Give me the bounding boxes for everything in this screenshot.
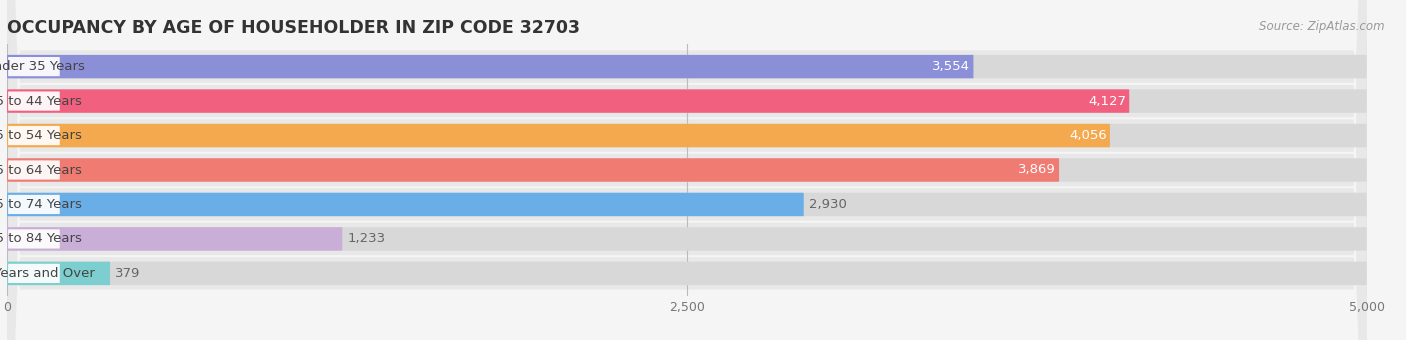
FancyBboxPatch shape xyxy=(7,0,1367,340)
Text: 55 to 64 Years: 55 to 64 Years xyxy=(0,164,82,176)
FancyBboxPatch shape xyxy=(7,55,973,78)
FancyBboxPatch shape xyxy=(7,89,1367,113)
FancyBboxPatch shape xyxy=(7,55,1367,78)
FancyBboxPatch shape xyxy=(8,126,60,145)
Text: 3,869: 3,869 xyxy=(1018,164,1056,176)
FancyBboxPatch shape xyxy=(8,57,60,76)
FancyBboxPatch shape xyxy=(7,0,1367,340)
FancyBboxPatch shape xyxy=(7,0,1367,340)
FancyBboxPatch shape xyxy=(7,227,1367,251)
FancyBboxPatch shape xyxy=(7,193,1367,216)
FancyBboxPatch shape xyxy=(7,0,1367,340)
FancyBboxPatch shape xyxy=(7,124,1367,147)
FancyBboxPatch shape xyxy=(8,160,60,180)
FancyBboxPatch shape xyxy=(7,262,110,285)
Text: 85 Years and Over: 85 Years and Over xyxy=(0,267,94,280)
FancyBboxPatch shape xyxy=(7,158,1367,182)
FancyBboxPatch shape xyxy=(7,262,1367,285)
Text: 1,233: 1,233 xyxy=(347,233,385,245)
Text: 45 to 54 Years: 45 to 54 Years xyxy=(0,129,82,142)
Text: Under 35 Years: Under 35 Years xyxy=(0,60,84,73)
FancyBboxPatch shape xyxy=(7,193,804,216)
FancyBboxPatch shape xyxy=(8,195,60,214)
FancyBboxPatch shape xyxy=(8,229,60,249)
Text: 4,127: 4,127 xyxy=(1088,95,1126,107)
FancyBboxPatch shape xyxy=(7,0,1367,340)
FancyBboxPatch shape xyxy=(8,91,60,111)
FancyBboxPatch shape xyxy=(7,158,1059,182)
Text: 65 to 74 Years: 65 to 74 Years xyxy=(0,198,82,211)
FancyBboxPatch shape xyxy=(7,124,1109,147)
Text: 379: 379 xyxy=(115,267,141,280)
Text: 2,930: 2,930 xyxy=(808,198,846,211)
Text: 3,554: 3,554 xyxy=(932,60,970,73)
FancyBboxPatch shape xyxy=(7,0,1367,340)
Text: OCCUPANCY BY AGE OF HOUSEHOLDER IN ZIP CODE 32703: OCCUPANCY BY AGE OF HOUSEHOLDER IN ZIP C… xyxy=(7,19,581,37)
Text: 35 to 44 Years: 35 to 44 Years xyxy=(0,95,82,107)
Text: Source: ZipAtlas.com: Source: ZipAtlas.com xyxy=(1260,20,1385,33)
FancyBboxPatch shape xyxy=(7,0,1367,340)
FancyBboxPatch shape xyxy=(8,264,60,283)
Text: 75 to 84 Years: 75 to 84 Years xyxy=(0,233,82,245)
FancyBboxPatch shape xyxy=(7,227,342,251)
FancyBboxPatch shape xyxy=(7,89,1129,113)
Text: 4,056: 4,056 xyxy=(1069,129,1107,142)
